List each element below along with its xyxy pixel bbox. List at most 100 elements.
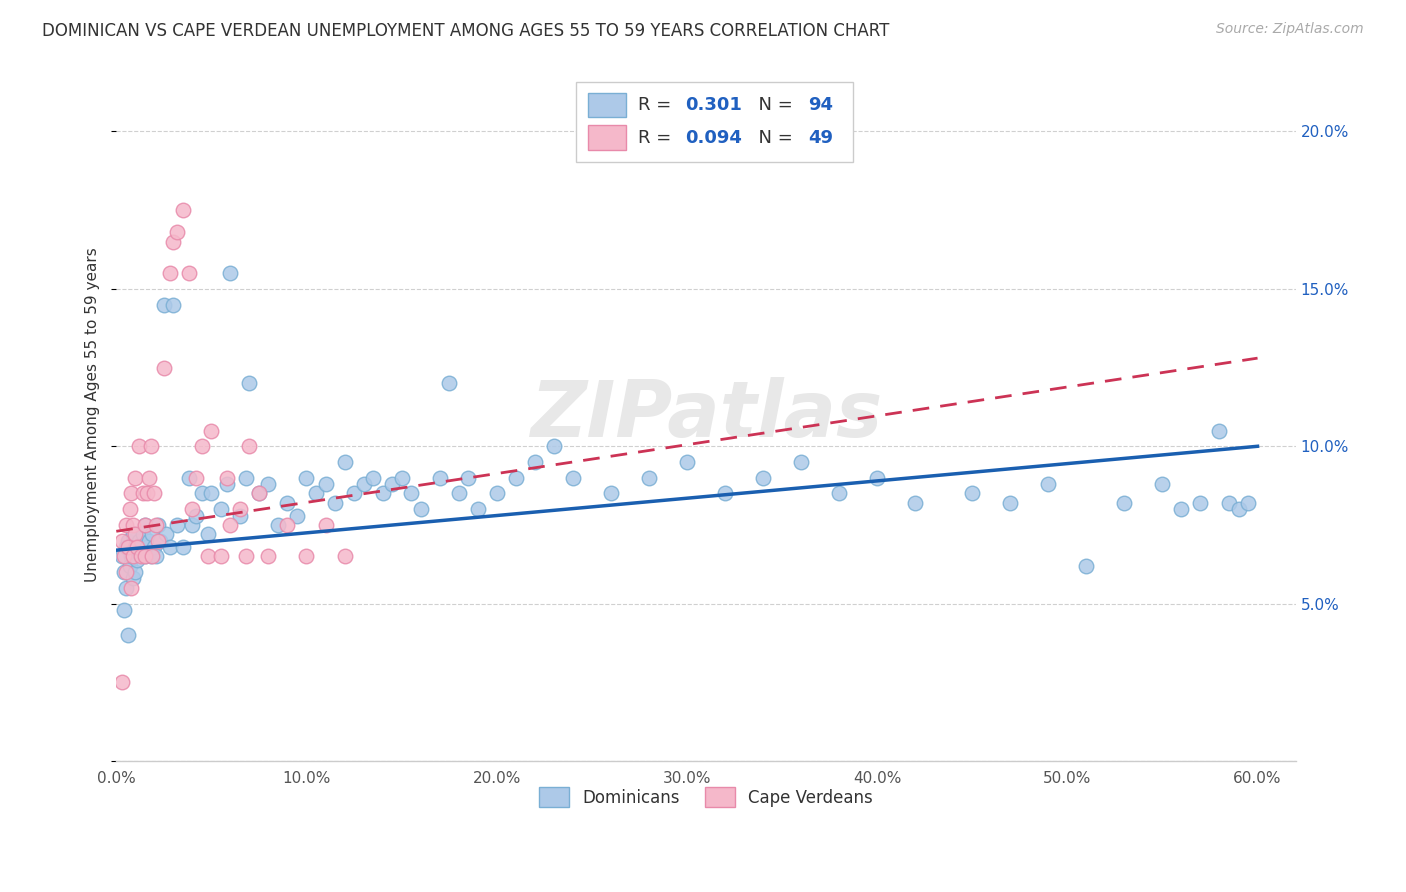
Point (505, 471, 527, 485)
Point (121, 486, 143, 500)
Point (200, 486, 222, 500)
Point (121, 549, 143, 564)
Point (177, 471, 200, 485)
Point (111, 549, 134, 564)
Point (295, 549, 318, 564)
Point (172, 203, 194, 218)
Point (155, 527, 177, 541)
Point (447, 486, 470, 500)
Point (117, 628, 139, 642)
Text: Source: ZipAtlas.com: Source: ZipAtlas.com (1216, 22, 1364, 37)
Point (112, 603, 135, 617)
Point (257, 549, 280, 564)
Text: N =: N = (747, 96, 799, 114)
Point (247, 486, 270, 500)
Point (437, 376, 460, 391)
Point (159, 266, 181, 280)
Point (122, 572, 145, 586)
Point (960, 486, 983, 500)
Point (238, 376, 260, 391)
Point (122, 527, 145, 541)
Point (145, 549, 167, 564)
Point (129, 549, 152, 564)
Point (323, 496, 346, 510)
Point (866, 471, 889, 485)
Text: ZIPatlas: ZIPatlas (530, 376, 882, 453)
Point (139, 549, 162, 564)
Point (159, 540, 181, 554)
Point (828, 486, 851, 500)
Point (143, 540, 166, 554)
Text: R =: R = (637, 96, 676, 114)
Point (1227, 502, 1250, 516)
Point (181, 502, 204, 516)
Point (134, 549, 156, 564)
Point (124, 540, 146, 554)
Point (267, 518, 290, 533)
Point (191, 439, 214, 453)
Point (235, 549, 257, 564)
Point (128, 439, 150, 453)
Point (229, 502, 252, 516)
Point (543, 439, 565, 453)
Point (1152, 477, 1174, 491)
Point (132, 486, 155, 500)
Point (153, 298, 176, 312)
Point (1237, 496, 1260, 510)
Point (172, 540, 194, 554)
Point (361, 471, 384, 485)
Point (138, 533, 160, 548)
Point (1218, 496, 1240, 510)
Point (149, 533, 172, 548)
Point (191, 486, 214, 500)
Text: 49: 49 (808, 128, 834, 147)
Point (333, 455, 356, 469)
Y-axis label: Unemployment Among Ages 55 to 59 years: Unemployment Among Ages 55 to 59 years (86, 247, 100, 582)
Point (153, 360, 176, 375)
Point (305, 486, 328, 500)
FancyBboxPatch shape (588, 125, 626, 150)
Point (132, 527, 155, 541)
Point (124, 471, 146, 485)
Point (315, 518, 337, 533)
Point (637, 471, 659, 485)
Point (371, 486, 394, 500)
Point (343, 486, 366, 500)
FancyBboxPatch shape (576, 82, 853, 162)
Point (111, 533, 134, 548)
Point (215, 471, 238, 485)
Point (181, 518, 204, 533)
Point (409, 502, 432, 516)
Point (141, 527, 163, 541)
Point (1000, 496, 1022, 510)
Point (162, 298, 184, 312)
Point (315, 477, 337, 491)
Point (197, 549, 219, 564)
Point (467, 502, 489, 516)
Point (381, 477, 404, 491)
Point (790, 455, 813, 469)
Point (523, 455, 546, 469)
Point (146, 518, 169, 533)
Point (285, 508, 308, 523)
Point (135, 486, 157, 500)
Point (122, 549, 145, 564)
Point (714, 486, 737, 500)
Point (186, 471, 208, 485)
Point (166, 518, 188, 533)
Point (114, 518, 136, 533)
Point (333, 549, 356, 564)
Point (128, 533, 150, 548)
Point (118, 502, 141, 516)
Point (121, 581, 143, 595)
Point (399, 486, 422, 500)
Point (166, 225, 188, 239)
Point (1170, 502, 1192, 516)
Text: 0.094: 0.094 (685, 128, 741, 147)
Point (127, 540, 149, 554)
Point (114, 565, 136, 579)
Point (112, 565, 135, 579)
Point (124, 565, 146, 579)
Point (135, 540, 157, 554)
Point (209, 502, 232, 516)
